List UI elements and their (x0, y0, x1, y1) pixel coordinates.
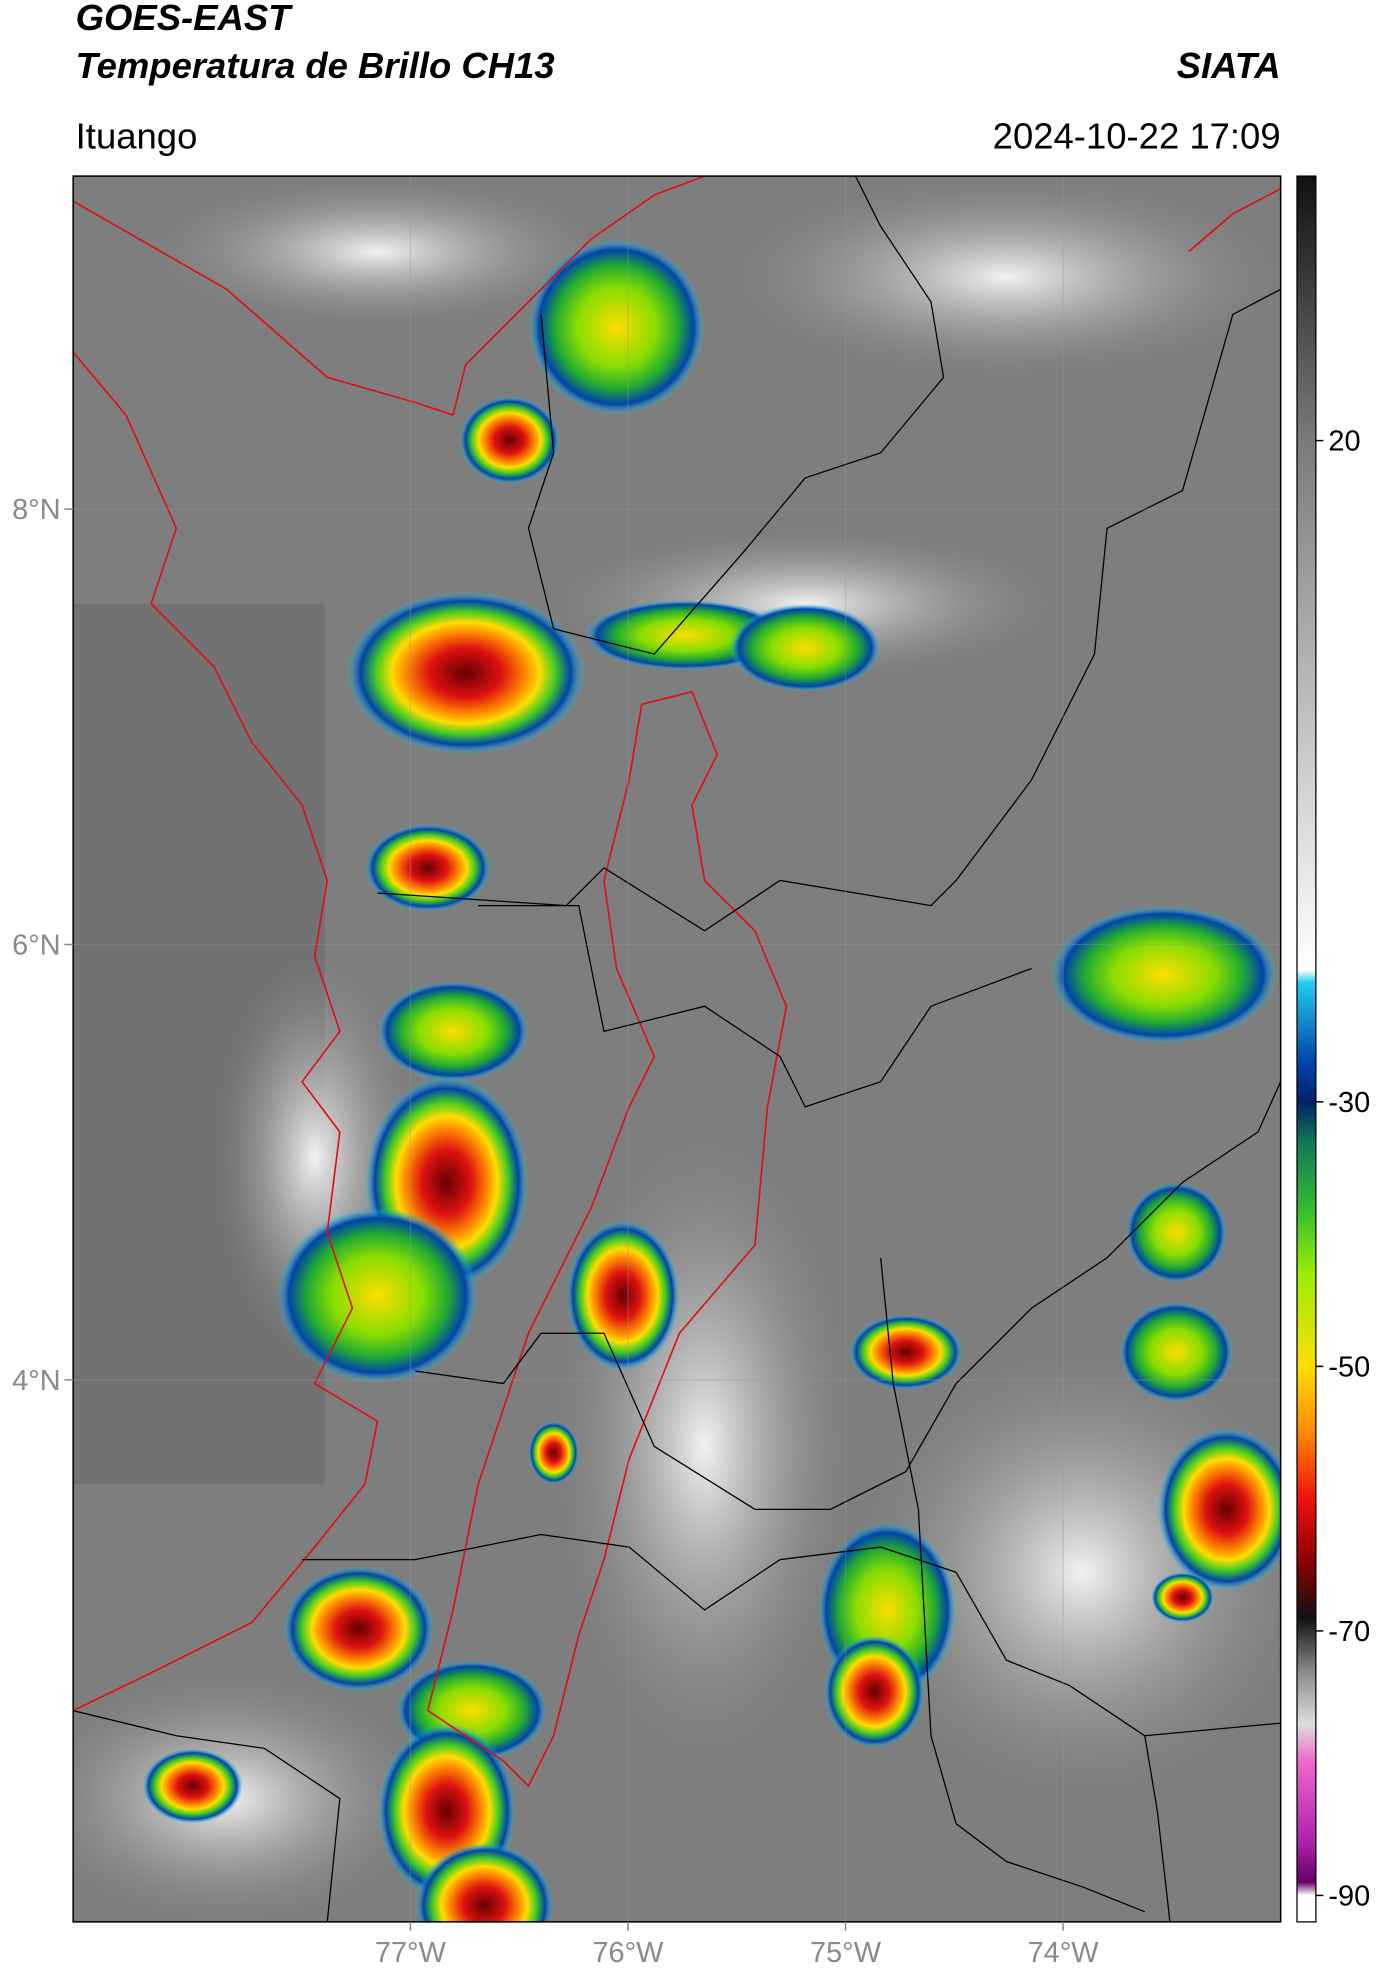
y-tick-label: 6°N (12, 930, 61, 962)
subtitle: Temperatura de Brillo CH13 (76, 45, 555, 86)
colorbar-scale (1296, 175, 1317, 1923)
graticule (73, 176, 1281, 1922)
map-frame (72, 175, 1282, 1923)
map-imagery (73, 176, 1281, 1922)
map-axes: 77°W 76°W 75°W 74°W 8°N 6°N 4°N (12, 494, 1099, 1969)
colorbar-tick-label: -90 (1328, 1880, 1370, 1912)
source: SIATA (1177, 45, 1281, 86)
location: Ituango (76, 115, 198, 156)
title: GOES-EAST (76, 0, 294, 38)
colorbar-tick-label: -30 (1328, 1087, 1370, 1119)
x-tick-label: 74°W (1028, 1937, 1100, 1969)
timestamp: 2024-10-22 17:09 (993, 115, 1281, 156)
colorbar-tick-label: -70 (1328, 1616, 1370, 1648)
colorbar: 20 -30 -50 -70 -90 (1296, 175, 1370, 1923)
colorbar-tick-label: -50 (1328, 1351, 1370, 1383)
x-tick-label: 76°W (592, 1937, 664, 1969)
colorbar-tick-label: 20 (1328, 426, 1360, 458)
x-tick-label: 75°W (810, 1937, 882, 1969)
y-tick-label: 4°N (12, 1365, 61, 1397)
x-tick-label: 77°W (375, 1937, 447, 1969)
y-tick-label: 8°N (12, 494, 61, 526)
